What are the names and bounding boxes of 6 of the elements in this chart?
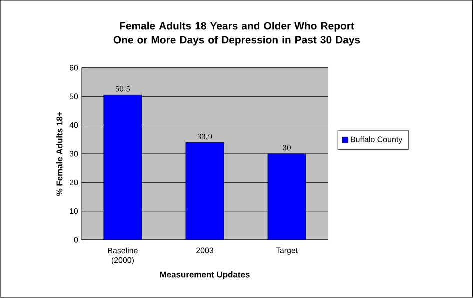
bar [104,95,142,240]
bar [186,142,224,240]
y-axis-title: % Female Adults 18+ [56,112,63,196]
bar [268,154,306,240]
x-axis-title: Measurement Updates [160,272,250,280]
chart-title: Female Adults 18 Years and Older Who Report One or More Days of Depression in Past 30 Days [114,22,360,46]
